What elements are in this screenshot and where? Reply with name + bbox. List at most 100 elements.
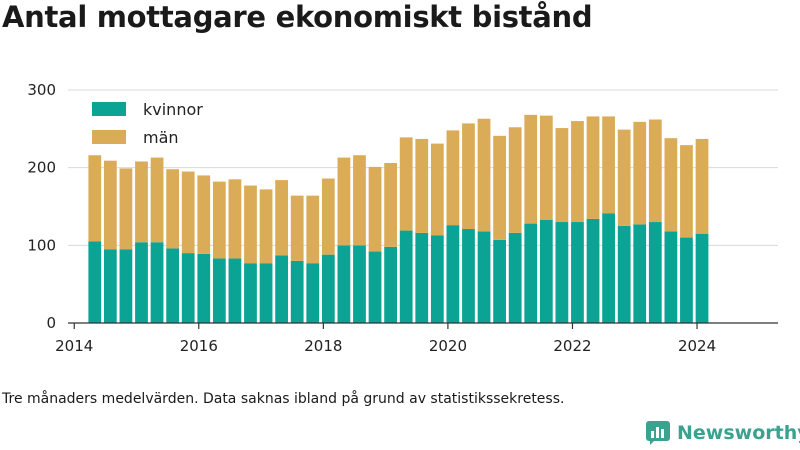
footnote: Tre månaders medelvärden. Data saknas ib… [2,391,565,407]
y-tick-label: 300 [27,81,56,99]
bar-man [275,180,289,256]
bar-kvinnor [181,253,195,323]
bar-kvinnor [430,235,444,323]
bar-man [508,127,522,233]
bar-kvinnor [555,222,569,323]
bar-man [664,138,678,232]
bar-man [539,115,553,220]
bar-man [181,171,195,254]
legend-swatch [92,130,126,144]
newsworthy-logo-icon [646,421,670,445]
x-tick-label: 2020 [429,337,467,355]
bar-kvinnor [633,224,647,323]
bar-kvinnor [571,222,584,323]
bar-man [384,163,397,247]
legend-label: kvinnor [143,100,203,119]
bar-kvinnor [228,258,242,323]
bar-man [119,168,133,250]
legend-swatch [92,102,126,116]
x-tick-label: 2024 [678,337,716,355]
bar-man [103,160,117,250]
bar-series [88,114,709,323]
bar-man [321,178,335,255]
bar-kvinnor [306,263,320,323]
bar-man [430,143,444,236]
bar-kvinnor [212,258,226,323]
bar-kvinnor [539,219,553,323]
bar-kvinnor [119,249,133,323]
bar-kvinnor [680,237,693,323]
bar-kvinnor [508,232,522,323]
bar-kvinnor [135,242,148,323]
bar-kvinnor [602,213,615,323]
bar-kvinnor [586,218,600,323]
y-axis-ticks: 0 100 200 300 [27,81,56,332]
bar-kvinnor [648,222,662,323]
bar-man [353,155,366,246]
bar-man [415,138,429,233]
bar-kvinnor [664,231,678,323]
bar-kvinnor [88,241,102,323]
bar-kvinnor [275,255,289,323]
bar-man [368,166,382,252]
bar-man [228,179,242,259]
bar-kvinnor [477,231,491,323]
bar-man [524,114,538,224]
bar-kvinnor [524,223,538,323]
legend: kvinnor män [92,100,203,147]
bar-man [337,157,351,246]
bar-kvinnor [353,245,366,323]
x-tick-label: 2016 [180,337,218,355]
bar-kvinnor [337,245,351,323]
bar-man [695,138,709,234]
x-tick-label: 2022 [553,337,591,355]
bar-man [648,119,662,223]
bar-man [259,189,273,264]
bar-man [555,128,569,223]
x-axis-ticks: 2014 2016 2018 2020 2022 2024 [55,323,716,355]
bar-kvinnor [197,253,211,323]
bar-kvinnor [290,260,304,323]
bar-kvinnor [321,254,335,323]
bar-man [633,121,647,225]
bar-kvinnor [259,263,273,323]
bar-kvinnor [399,230,413,323]
bar-man [571,121,584,223]
bar-man [477,118,491,232]
bar-kvinnor [244,263,257,323]
bar-kvinnor [493,239,506,323]
brand-name: Newsworthy [677,422,800,444]
bar-man [680,145,693,238]
bar-kvinnor [384,246,397,323]
bar-man [617,129,631,226]
bar-man [166,169,180,249]
bar-man [135,161,148,243]
bar-man [493,135,506,240]
bar-kvinnor [103,249,117,323]
bar-kvinnor [695,233,709,323]
bar-man [290,195,304,261]
bar-man [462,123,475,230]
bar-man [446,130,460,226]
bar-kvinnor [150,242,164,323]
bar-man [197,175,211,254]
bar-kvinnor [462,229,475,323]
bar-man [244,185,257,264]
bar-man [88,155,102,242]
chart-title: Antal mottagare ekonomiskt bistånd [2,0,593,34]
bar-man [586,116,600,219]
y-tick-label: 200 [27,159,56,177]
y-tick-label: 0 [46,314,56,332]
bar-man [602,116,615,214]
bar-man [212,181,226,259]
bar-man [150,157,164,243]
x-tick-label: 2014 [55,337,93,355]
x-tick-label: 2018 [304,337,342,355]
brand-logo: Newsworthy [645,420,800,446]
legend-label: män [143,128,179,147]
bar-kvinnor [617,225,631,323]
bar-kvinnor [368,251,382,323]
bar-kvinnor [166,248,180,323]
bar-man [399,137,413,231]
